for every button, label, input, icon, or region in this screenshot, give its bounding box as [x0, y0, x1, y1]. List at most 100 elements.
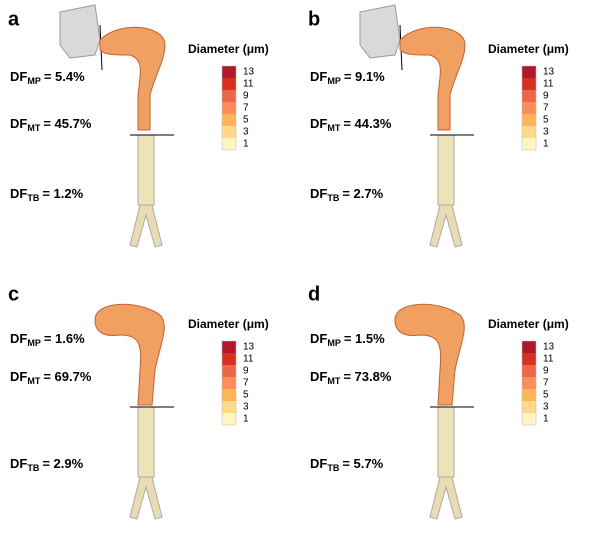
df-label: DFMP = 1.6%: [10, 331, 85, 348]
df-prefix: DF: [10, 369, 27, 384]
colorbar-title: Diameter (μm): [188, 317, 269, 331]
colorbar-title: Diameter (μm): [488, 317, 569, 331]
df-value: = 45.7%: [43, 116, 92, 131]
df-subscript: MT: [27, 376, 40, 386]
df-label: DFMP = 1.5%: [310, 331, 385, 348]
colorbar-frame: [221, 65, 237, 151]
colorbar-tick-label: 9: [243, 366, 249, 377]
colorbar-swatch: [222, 413, 236, 425]
colorbar-swatch: [222, 66, 236, 78]
colorbar-swatch: [522, 66, 536, 78]
colorbar-tick-label: 13: [543, 67, 555, 78]
df-value: = 73.8%: [343, 369, 392, 384]
df-prefix: DF: [10, 69, 27, 84]
df-subscript: TB: [327, 463, 339, 473]
colorbar-swatch: [222, 90, 236, 102]
colorbar-swatch: [522, 90, 536, 102]
df-value: = 69.7%: [43, 369, 92, 384]
colorbar-swatch: [522, 365, 536, 377]
df-label: DFMP = 5.4%: [10, 69, 85, 86]
bronchi: [129, 476, 163, 520]
colorbar-tick-label: 13: [543, 342, 555, 353]
df-prefix: DF: [310, 186, 327, 201]
panel-letter: a: [8, 8, 20, 30]
colorbar-swatch: [522, 78, 536, 90]
df-value: = 9.1%: [344, 69, 385, 84]
mouth-throat: [94, 303, 165, 406]
colorbar-tick-label: 3: [243, 127, 249, 138]
colorbar-swatch: [522, 126, 536, 138]
trachea: [137, 406, 155, 478]
colorbar-tick-label: 7: [243, 103, 249, 114]
trachea: [137, 134, 155, 206]
colorbar-tick-label: 7: [543, 103, 549, 114]
colorbar-tick-label: 1: [543, 139, 549, 150]
colorbar-swatch: [222, 102, 236, 114]
colorbar-swatch: [522, 341, 536, 353]
colorbar-tick-label: 11: [243, 354, 254, 365]
colorbar-tick-label: 9: [543, 91, 549, 102]
colorbar-tick-label: 5: [543, 390, 549, 401]
mouth-throat: [399, 26, 466, 131]
colorbar-tick-label: 7: [543, 378, 549, 389]
colorbar-tick-label: 13: [243, 342, 255, 353]
colorbar-tick-label: 9: [543, 366, 549, 377]
df-prefix: DF: [10, 456, 27, 471]
colorbar-swatch: [522, 102, 536, 114]
colorbar-tick-label: 5: [543, 115, 549, 126]
colorbar-tick-label: 1: [543, 414, 549, 425]
colorbar-tick-label: 3: [543, 402, 549, 413]
df-label: DFTB = 2.9%: [10, 456, 84, 473]
colorbar-swatch: [522, 138, 536, 150]
df-value: = 1.6%: [44, 331, 85, 346]
colorbar-tick-label: 13: [243, 67, 255, 78]
bronchi: [129, 204, 163, 248]
colorbar-tick-label: 1: [243, 139, 249, 150]
colorbar-tick-label: 11: [543, 354, 554, 365]
inhaler: [59, 4, 101, 59]
colorbar-swatch: [522, 413, 536, 425]
df-subscript: TB: [27, 463, 39, 473]
df-subscript: TB: [327, 193, 339, 203]
df-prefix: DF: [310, 456, 327, 471]
colorbar-tick-label: 5: [243, 390, 249, 401]
df-prefix: DF: [10, 331, 27, 346]
df-value: = 5.7%: [342, 456, 383, 471]
df-label: DFMT = 44.3%: [310, 116, 392, 133]
colorbar-swatch: [222, 353, 236, 365]
df-label: DFMT = 69.7%: [10, 369, 92, 386]
df-subscript: MP: [327, 338, 341, 348]
colorbar-swatch: [522, 114, 536, 126]
df-value: = 2.9%: [42, 456, 83, 471]
colorbar-frame: [221, 340, 237, 426]
colorbar-tick-label: 3: [243, 402, 249, 413]
df-subscript: MP: [327, 76, 341, 86]
df-value: = 2.7%: [342, 186, 383, 201]
mouth-throat: [394, 303, 465, 406]
df-prefix: DF: [10, 116, 27, 131]
df-prefix: DF: [310, 369, 327, 384]
df-subscript: MT: [27, 123, 40, 133]
colorbar-swatch: [222, 341, 236, 353]
mouth-throat: [99, 26, 166, 131]
df-label: DFTB = 1.2%: [10, 186, 84, 203]
df-label: DFTB = 5.7%: [310, 456, 384, 473]
colorbar-title: Diameter (μm): [488, 42, 569, 56]
panel-letter: d: [308, 283, 320, 305]
colorbar-frame: [521, 65, 537, 151]
trachea: [437, 134, 455, 206]
df-value: = 1.2%: [42, 186, 83, 201]
colorbar-title: Diameter (μm): [188, 42, 269, 56]
colorbar-swatch: [222, 126, 236, 138]
colorbar-swatch: [222, 389, 236, 401]
colorbar-swatch: [222, 401, 236, 413]
df-subscript: MP: [27, 76, 41, 86]
colorbar-swatch: [222, 377, 236, 389]
colorbar-swatch: [222, 365, 236, 377]
colorbar-tick-label: 11: [543, 79, 554, 90]
df-subscript: MT: [327, 123, 340, 133]
